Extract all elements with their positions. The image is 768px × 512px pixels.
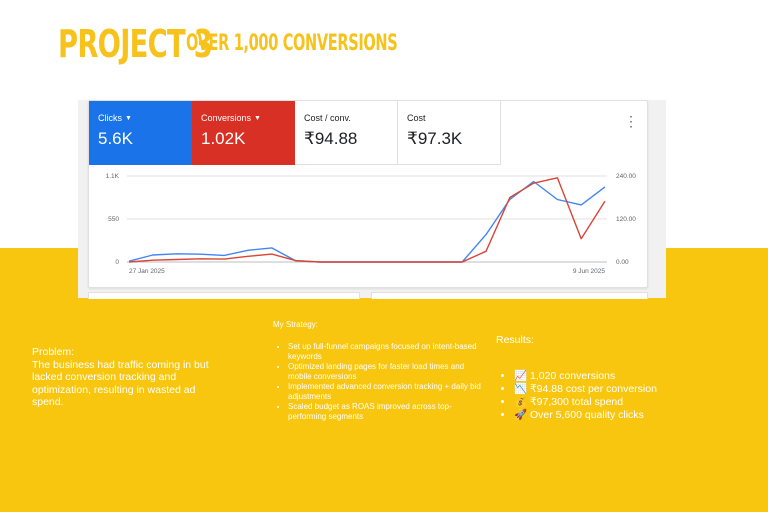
performance-panel: Clicks ▼ 5.6K Conversions ▼ 1.02K Cost / c…	[88, 100, 648, 288]
results-list: 📈 1,020 conversions 📉 ₹94.88 cost per co…	[496, 370, 686, 422]
card-stub-right	[371, 292, 648, 299]
chart-down-icon: 📉	[514, 383, 528, 395]
y-tick-right-mid: 120.00	[616, 216, 636, 223]
metric-label: Clicks	[98, 113, 122, 123]
problem-section: Problem: The business had traffic coming…	[32, 346, 222, 409]
strategy-heading: My Strategy:	[273, 320, 318, 329]
strategy-item: Set up full-funnel campaigns focused on …	[288, 342, 488, 362]
strategy-item: Scaled budget as ROAS improved across to…	[288, 402, 488, 422]
metric-label: Conversions	[201, 113, 252, 123]
results-heading: Results:	[496, 334, 534, 346]
ads-dashboard-screenshot: Clicks ▼ 5.6K Conversions ▼ 1.02K Cost / c…	[78, 100, 666, 299]
series-line-conversions	[128, 177, 606, 263]
more-vert-icon[interactable]: ⋮	[624, 113, 638, 129]
x-tick-end: 9 Jun 2025	[573, 268, 606, 275]
metric-value: 5.6K	[98, 129, 133, 148]
result-item: 💰 ₹97,300 total spend	[514, 396, 686, 409]
metric-label: Cost / conv.	[304, 113, 351, 123]
metric-value: ₹97.3K	[407, 129, 463, 148]
metric-tile-cost[interactable]: Cost ₹97.3K	[398, 101, 501, 165]
metric-tile-clicks[interactable]: Clicks ▼ 5.6K	[89, 101, 192, 165]
card-stub-left	[88, 292, 360, 299]
money-bag-icon: 💰	[514, 396, 528, 408]
strategy-item: Implemented advanced conversion tracking…	[288, 382, 488, 402]
series-line-clicks	[128, 180, 606, 263]
y-tick-right-base: 0.00	[616, 259, 629, 266]
x-tick-start: 27 Jan 2025	[129, 268, 165, 275]
problem-heading: Problem:	[32, 346, 75, 358]
strategy-section: My Strategy: Set up full-funnel campaign…	[273, 320, 488, 422]
dropdown-caret-icon[interactable]: ▼	[125, 114, 132, 122]
strategy-list: Set up full-funnel campaigns focused on …	[273, 342, 488, 422]
metric-tile-cost-per-conv[interactable]: Cost / conv. ₹94.88	[295, 101, 398, 165]
metric-label: Cost	[407, 113, 426, 123]
problem-body: The business had traffic coming in but l…	[32, 358, 209, 409]
dropdown-caret-icon[interactable]: ▼	[254, 114, 261, 122]
project-subtitle: OVER 1,000 CONVERSIONS	[186, 31, 398, 56]
result-item: 📉 ₹94.88 cost per conversion	[514, 383, 686, 396]
result-item: 🚀 Over 5,600 quality clicks	[514, 409, 686, 422]
rocket-icon: 🚀	[514, 409, 528, 421]
metric-tile-conversions[interactable]: Conversions ▼ 1.02K	[192, 101, 295, 165]
performance-chart: 1.1K 550 0 240.00 120.00 0.00 27 Jan 202…	[106, 173, 637, 275]
project-title: PROJECT 3	[58, 22, 213, 66]
y-tick-left-base: 0	[115, 259, 119, 266]
y-tick-left-top: 1.1K	[106, 173, 120, 180]
strategy-item: Optimized landing pages for faster load …	[288, 362, 488, 382]
metric-value: ₹94.88	[304, 129, 358, 148]
result-item: 📈 1,020 conversions	[514, 370, 686, 383]
y-tick-left-mid: 550	[108, 216, 119, 223]
y-tick-right-top: 240.00	[616, 173, 636, 180]
metric-value: 1.02K	[201, 129, 246, 148]
chart-up-icon: 📈	[514, 370, 528, 382]
results-section: Results: 📈 1,020 conversions 📉 ₹94.88 co…	[496, 334, 686, 422]
